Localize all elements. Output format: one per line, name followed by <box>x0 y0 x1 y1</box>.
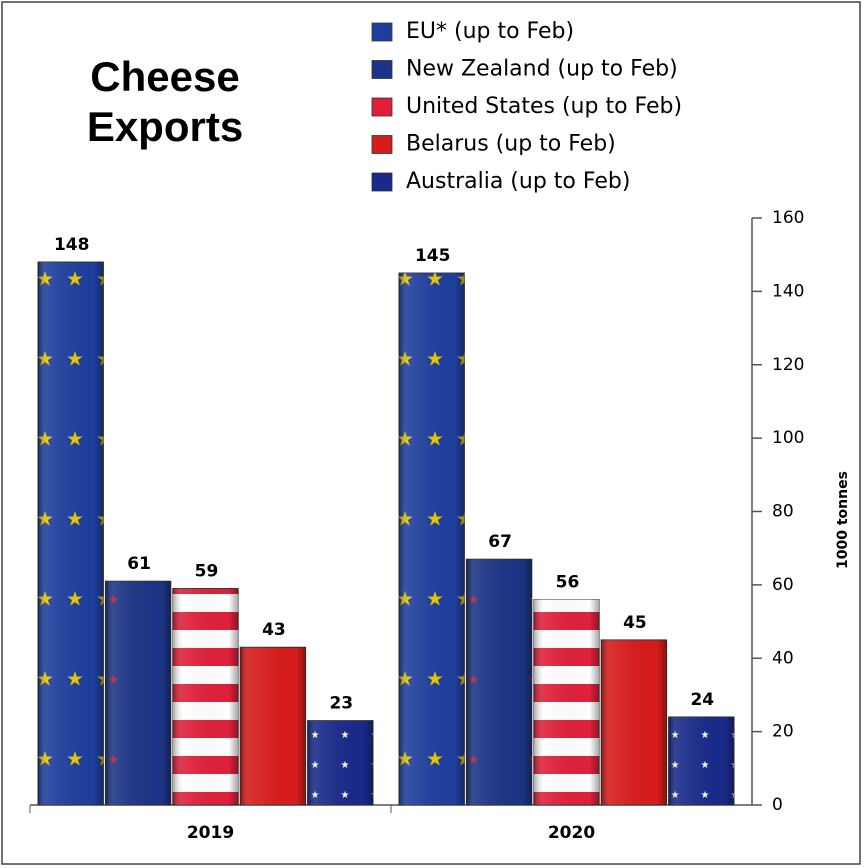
bar-shade <box>466 559 532 805</box>
y-tick-label: 60 <box>772 575 794 595</box>
value-label: 61 <box>127 554 151 574</box>
bar-shade <box>240 647 306 805</box>
bar-shade <box>601 639 667 805</box>
legend-swatch <box>371 60 393 79</box>
legend-label: Belarus (up to Feb) <box>406 132 616 157</box>
y-tick-label: 0 <box>772 795 783 815</box>
value-label: 56 <box>556 573 580 593</box>
legend-swatch <box>371 97 393 117</box>
y-tick-label: 120 <box>772 355 804 375</box>
value-label: 59 <box>195 562 219 582</box>
y-tick-label: 100 <box>772 428 804 448</box>
bar-shade <box>105 581 171 805</box>
value-label: 45 <box>623 613 647 633</box>
value-label: 43 <box>262 620 286 640</box>
y-tick-label: 40 <box>772 648 794 668</box>
value-label: 148 <box>54 235 90 255</box>
legend-label: EU* (up to Feb) <box>406 19 574 44</box>
bar-shade <box>399 273 465 805</box>
value-label: 67 <box>488 532 512 552</box>
y-tick-label: 80 <box>772 502 794 522</box>
value-label: 23 <box>329 694 353 714</box>
y-tick-label: 140 <box>772 281 804 301</box>
legend-label: Australia (up to Feb) <box>406 169 630 194</box>
x-tick-label: 2019 <box>187 823 234 843</box>
legend-label: United States (up to Feb) <box>406 94 682 119</box>
bar-shade <box>307 720 373 805</box>
legend-swatch <box>371 172 393 192</box>
x-tick-label: 2020 <box>548 823 595 843</box>
y-tick-label: 160 <box>772 208 804 228</box>
bar-shade <box>668 716 734 805</box>
bar-shade <box>38 262 104 805</box>
bar-shade <box>172 588 239 805</box>
legend-swatch <box>371 135 393 154</box>
legend-label: New Zealand (up to Feb) <box>406 57 678 82</box>
bar-shade <box>533 599 600 805</box>
legend-swatch <box>371 22 393 42</box>
value-label: 145 <box>415 246 451 266</box>
value-label: 24 <box>690 690 714 710</box>
chart-title: Cheese Exports <box>86 53 244 150</box>
y-tick-label: 20 <box>772 722 794 742</box>
y-axis-label: 1000 tonnes <box>835 471 851 569</box>
